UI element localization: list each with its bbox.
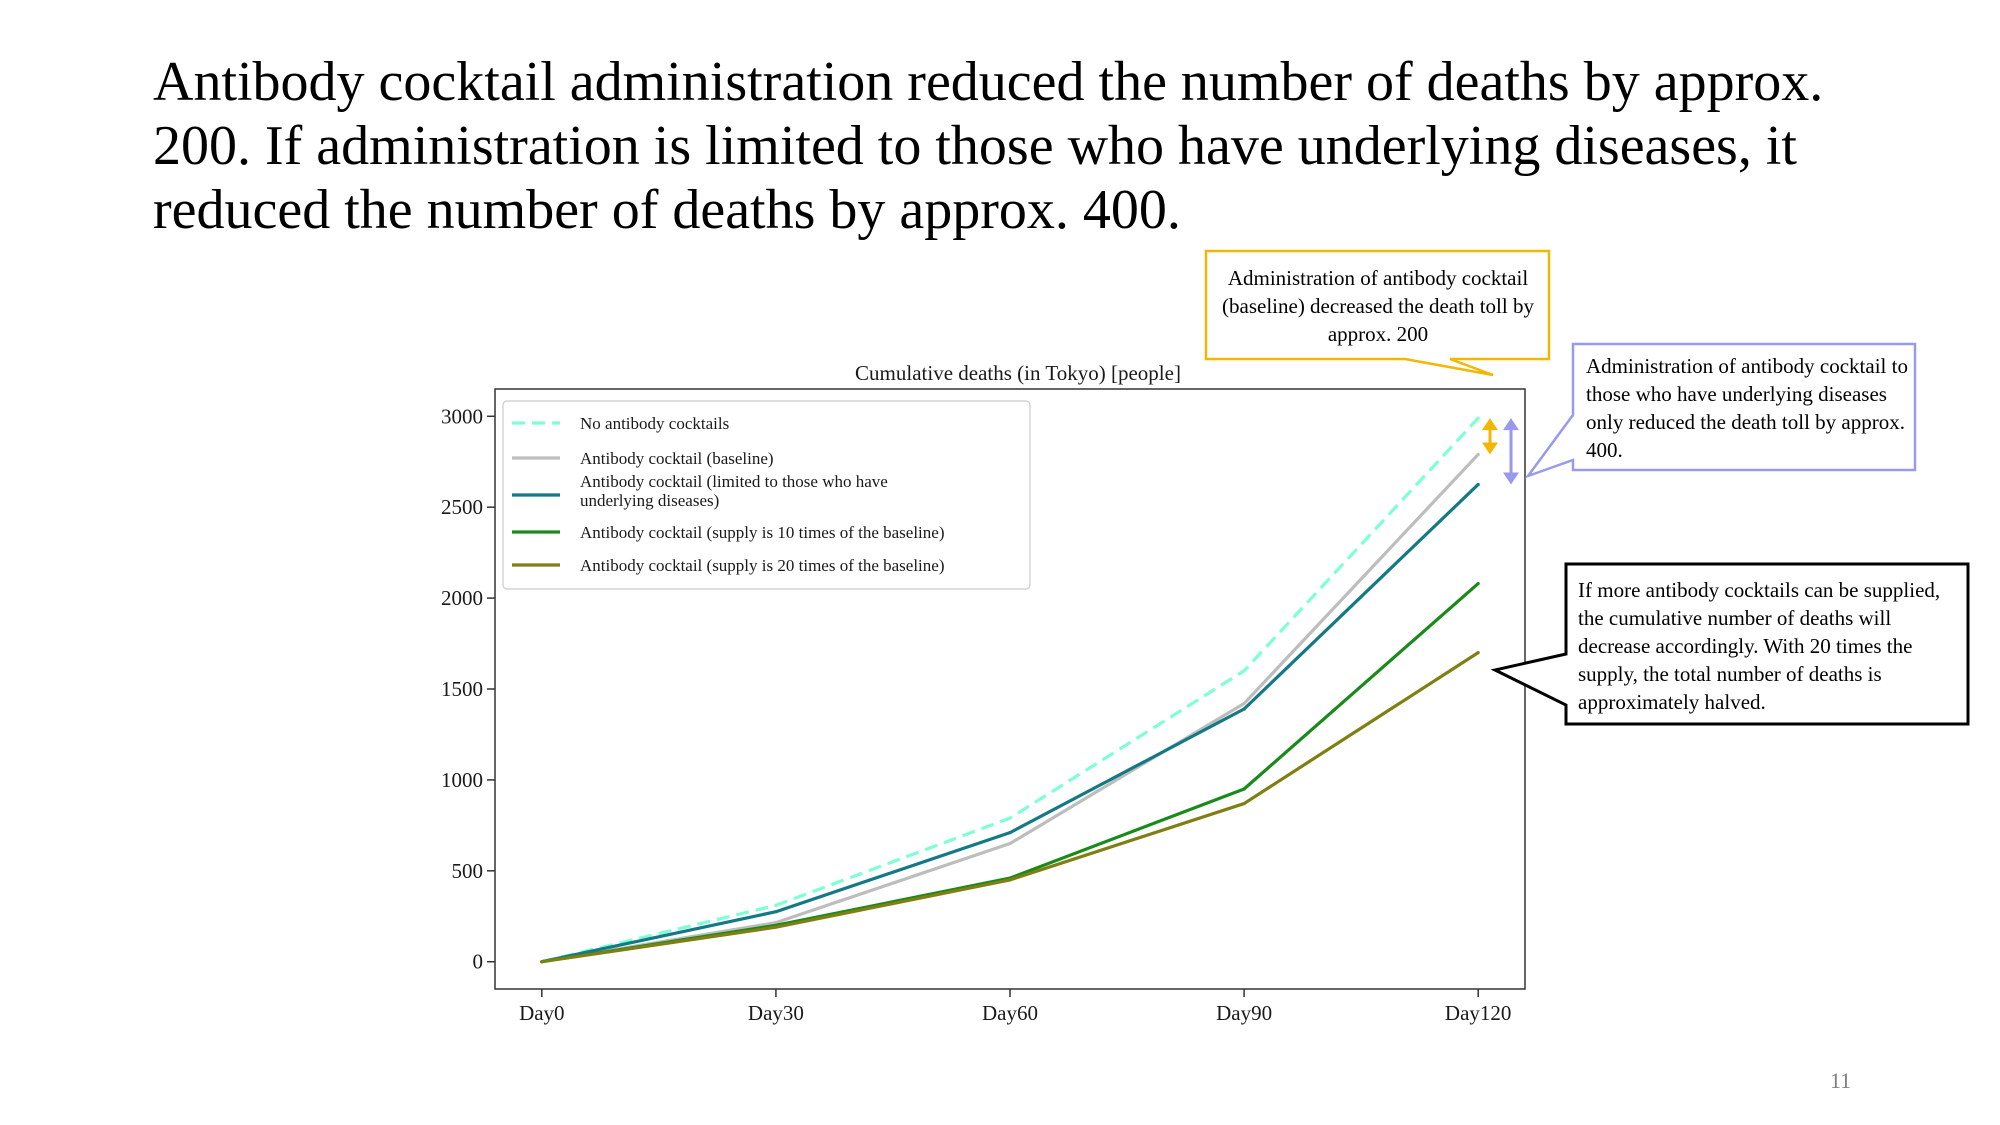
chart-legend: No antibody cocktails Antibody cocktail (… [502, 400, 1031, 590]
y-tick-label: 2500 [441, 495, 483, 519]
arrow-head-up [1503, 418, 1519, 431]
series-4-point [1242, 787, 1246, 791]
x-tick-label: Day90 [1216, 1001, 1272, 1025]
series-4-point [1476, 581, 1480, 586]
series-5-point [774, 925, 778, 929]
series-1-point [1008, 816, 1012, 820]
series-5-point [1242, 801, 1246, 806]
legend-label-3: underlying diseases) [580, 491, 719, 510]
x-tick-label: Day0 [519, 1001, 565, 1025]
callout-supply-shape [1490, 562, 1970, 726]
y-tick-label: 500 [452, 859, 484, 883]
chart-title: Cumulative deaths (in Tokyo) [people] [855, 361, 1181, 385]
callout-supply-text: If more antibody cocktails can be suppli… [1578, 578, 1941, 714]
series-1-point [774, 903, 778, 907]
callout-underlying-shape [1524, 342, 1917, 479]
arrow-head-down [1503, 472, 1519, 485]
callout-baseline-shape [1204, 249, 1551, 377]
y-tick-label: 0 [473, 950, 484, 974]
series-5-point [1008, 878, 1012, 882]
legend-label-1: No antibody cocktails [580, 414, 729, 433]
series-lines [540, 416, 1480, 964]
series-3-point [1242, 707, 1246, 711]
legend-label-3: Antibody cocktail (limited to those who … [580, 472, 888, 491]
legend-label-4: Antibody cocktail (supply is 10 times of… [580, 523, 945, 542]
x-tick-label: Day30 [748, 1001, 804, 1025]
callout-baseline [1204, 249, 1551, 377]
series-line-5 [541, 651, 1480, 964]
x-tick-label: Day60 [982, 1001, 1038, 1025]
legend-box [502, 400, 1031, 590]
callout-underlying [1524, 342, 1917, 479]
series-5-point [540, 960, 544, 964]
y-tick-label: 1500 [441, 677, 483, 701]
double-arrow-underlying [1503, 418, 1519, 485]
series-3-point [774, 910, 778, 914]
callout-supply [1490, 562, 1970, 726]
series-3-point [1476, 482, 1480, 487]
callout-baseline-text: Administration of antibody cocktail (bas… [1222, 266, 1534, 346]
double-arrow-baseline [1482, 418, 1498, 455]
slide-headline: Antibody cocktail administration reduced… [153, 51, 1824, 241]
series-line-4 [541, 582, 1480, 964]
series-5-point [1476, 651, 1480, 655]
x-axis: Day0 Day30 Day60 Day90 Day120 [519, 989, 1511, 1025]
series-1-point [1476, 416, 1480, 420]
y-tick-label: 3000 [441, 404, 483, 428]
series-1-point [1242, 669, 1246, 673]
page-number: 11 [1830, 1068, 1852, 1093]
callout-underlying-text: Administration of antibody cocktail to t… [1586, 354, 1908, 462]
y-axis: 0 500 1000 1500 2000 2500 3000 [441, 404, 495, 974]
series-3-point [1008, 831, 1012, 835]
y-tick-label: 1000 [441, 768, 483, 792]
x-tick-label: Day120 [1445, 1001, 1512, 1025]
series-2-point [1008, 841, 1012, 846]
series-2-point [774, 921, 778, 925]
series-2-point [1476, 452, 1480, 457]
arrow-head-up [1482, 418, 1498, 431]
legend-label-2: Antibody cocktail (baseline) [580, 449, 774, 468]
arrow-head-down [1482, 442, 1498, 455]
legend-label-5: Antibody cocktail (supply is 20 times of… [580, 556, 945, 575]
series-2-point [1242, 701, 1246, 706]
y-tick-label: 2000 [441, 586, 483, 610]
